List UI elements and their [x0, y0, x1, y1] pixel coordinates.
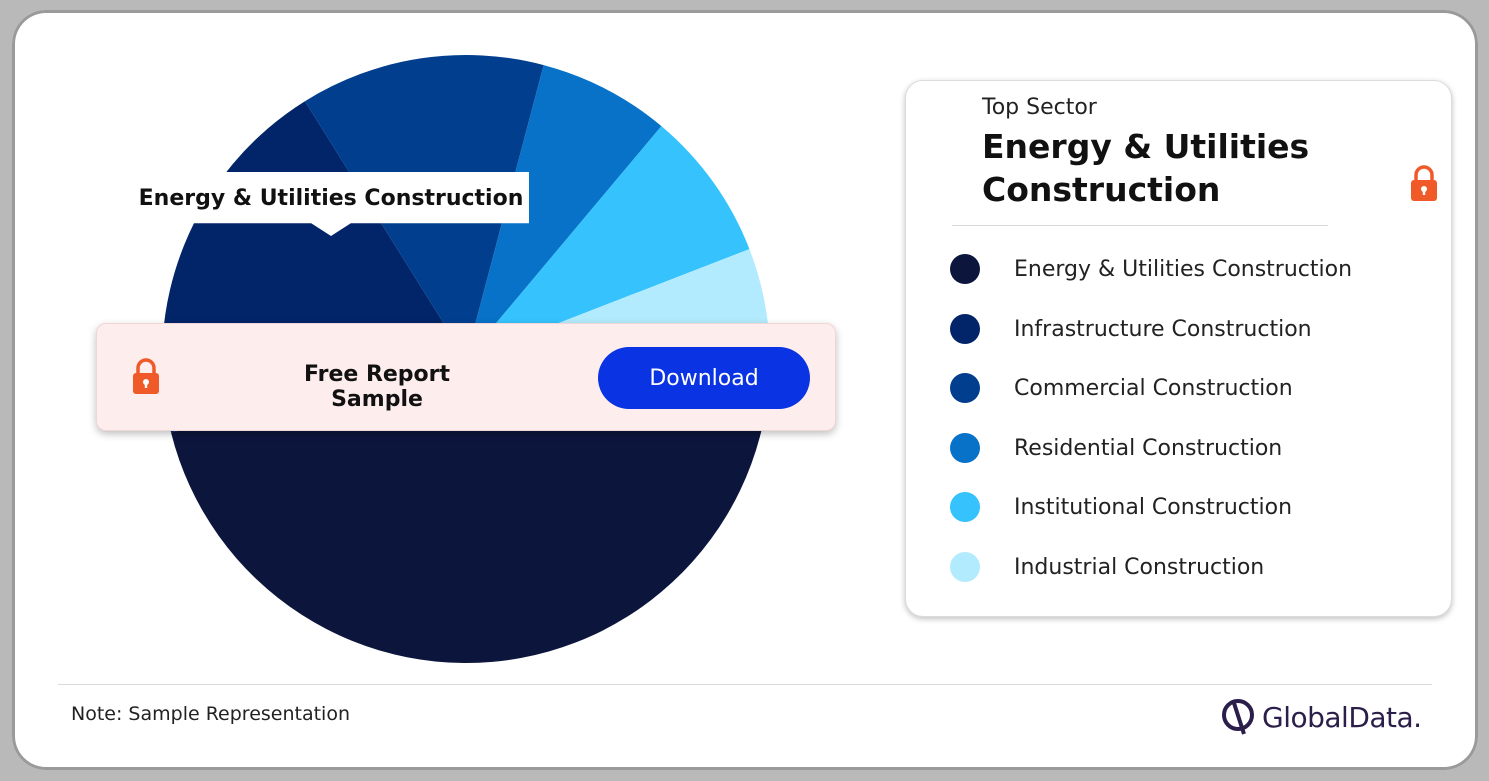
top-sector-value: Energy & Utilities Construction — [982, 127, 1310, 209]
legend-divider — [952, 225, 1328, 226]
legend-label: Institutional Construction — [1014, 494, 1293, 520]
legend-item: Residential Construction — [950, 428, 1282, 468]
brand-logo: GlobalData. — [1220, 695, 1422, 739]
legend-item: Industrial Construction — [950, 547, 1264, 587]
legend-label: Residential Construction — [1014, 435, 1283, 461]
legend-swatch — [950, 492, 980, 522]
legend-swatch — [950, 373, 980, 403]
legend-label: Infrastructure Construction — [1014, 316, 1312, 342]
legend-swatch — [950, 254, 980, 284]
top-sector-label: Top Sector — [982, 95, 1097, 120]
legend-item: Infrastructure Construction — [950, 309, 1312, 349]
lock-icon — [133, 358, 159, 394]
free-sample-banner: Free Report Sample Download — [96, 323, 836, 431]
legend-swatch — [950, 552, 980, 582]
banner-title: Free Report Sample — [303, 362, 451, 412]
pie-slice-residential-construction — [466, 65, 662, 359]
download-button[interactable]: Download — [598, 347, 810, 409]
legend-label: Energy & Utilities Construction — [1014, 256, 1353, 282]
legend-card: Top Sector Energy & Utilities Constructi… — [905, 80, 1452, 617]
legend-swatch — [950, 433, 980, 463]
globaldata-logo-icon — [1222, 699, 1254, 735]
pie-slice-institutional-construction — [466, 126, 750, 359]
legend-swatch — [950, 314, 980, 344]
legend-label: Commercial Construction — [1014, 375, 1293, 401]
legend-label: Industrial Construction — [1014, 554, 1265, 580]
slice-label-text: Energy & Utilities Construction — [138, 185, 524, 211]
legend-item: Institutional Construction — [950, 487, 1292, 527]
brand-text: GlobalData. — [1262, 700, 1422, 734]
footer-divider — [58, 684, 1432, 685]
lock-icon — [1411, 165, 1437, 201]
legend-item: Commercial Construction — [950, 368, 1293, 408]
footnote: Note: Sample Representation — [71, 703, 350, 725]
legend-item: Energy & Utilities Construction — [950, 249, 1352, 289]
